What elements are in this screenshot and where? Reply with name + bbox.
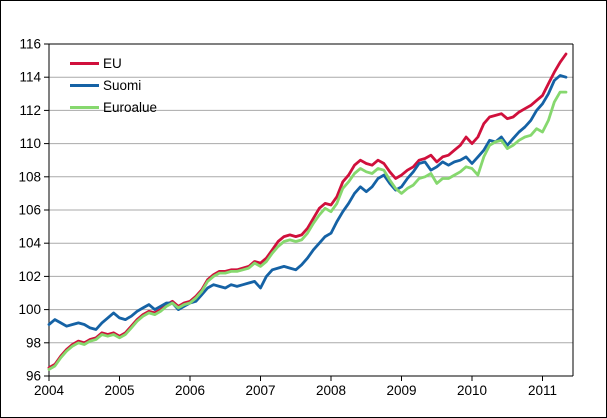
y-axis-label: 114 [19,70,41,85]
legend-label-eu: EU [103,56,122,71]
x-axis-label: 2006 [175,383,205,398]
legend-line-eu-icon [70,62,99,65]
x-axis-label: 2011 [528,383,557,398]
legend-line-euroalue-icon [70,106,99,109]
legend-item-eu: EU [70,56,157,71]
y-axis-label: 106 [18,203,41,218]
x-axis-label: 2005 [104,383,134,398]
y-axis-label: 116 [19,37,41,52]
x-axis-label: 2007 [245,383,275,398]
legend-item-euroalue: Euroalue [70,100,157,115]
x-axis-label: 2010 [457,383,487,398]
legend-label-suomi: Suomi [103,78,142,93]
x-axis-label: 2004 [34,383,65,398]
y-axis-label: 110 [19,136,41,151]
y-axis-label: 102 [18,269,41,284]
legend-line-suomi-icon [70,84,99,87]
y-axis-label: 96 [26,369,41,384]
x-axis-label: 2009 [386,383,416,398]
legend-label-euroalue: Euroalue [103,100,158,115]
y-axis-label: 100 [18,302,41,317]
y-axis-label: 108 [18,169,41,184]
legend-item-suomi: Suomi [70,78,157,93]
legend: EU Suomi Euroalue [70,56,157,115]
y-axis-label: 98 [26,335,41,350]
y-axis-label: 104 [18,236,41,251]
series-line-suomi [47,74,568,331]
x-axis-label: 2008 [316,383,346,398]
series-line-euroalue [47,90,568,371]
y-axis-label: 112 [19,103,41,118]
